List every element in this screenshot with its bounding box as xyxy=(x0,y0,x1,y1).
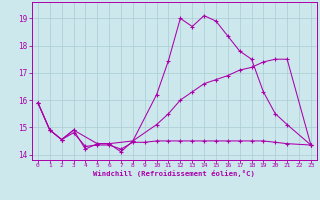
X-axis label: Windchill (Refroidissement éolien,°C): Windchill (Refroidissement éolien,°C) xyxy=(93,170,255,177)
